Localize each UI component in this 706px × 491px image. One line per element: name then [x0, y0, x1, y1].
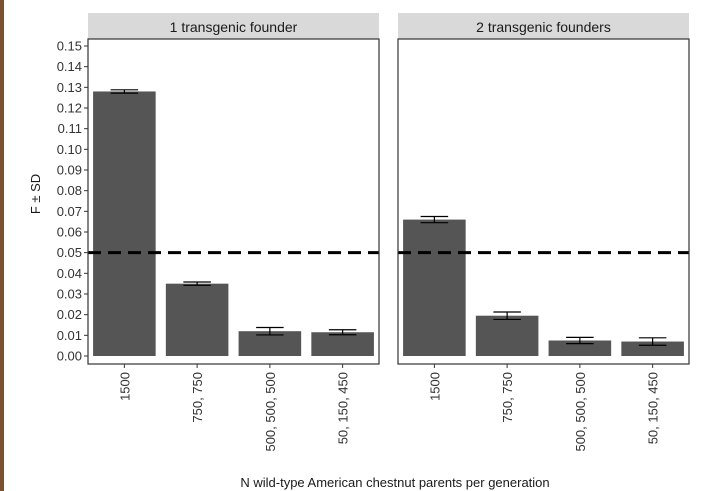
y-tick-label: 0.10	[57, 142, 82, 157]
x-tick-label: 500, 500, 500	[263, 372, 278, 452]
strip-header	[88, 13, 379, 39]
x-tick-label: 50, 150, 450	[336, 372, 351, 444]
bar	[165, 283, 229, 356]
y-tick-label: 0.11	[58, 121, 82, 136]
y-tick-label: 0.08	[57, 183, 82, 198]
y-tick-label: 0.06	[57, 225, 82, 240]
bar	[621, 341, 684, 356]
y-tick-label: 0.13	[57, 80, 82, 95]
x-axis-title: N wild-type American chestnut parents pe…	[240, 475, 549, 490]
panel-2: 2 transgenic founders 1500 750, 750 500, 50…	[397, 13, 690, 452]
y-tick-label: 0.00	[57, 349, 82, 364]
bar	[93, 91, 156, 356]
y-tick-label: 0.14	[57, 59, 82, 74]
y-tick-label: 0.05	[57, 245, 82, 260]
x-tick-label: 50, 150, 450	[646, 372, 661, 444]
y-tick-label: 0.15	[57, 39, 82, 54]
y-tick-label: 0.12	[57, 101, 82, 116]
bar	[548, 340, 612, 356]
panels: 1 transgenic founder 1500 750, 750 500, 500…	[87, 13, 690, 452]
strip-label: 1 transgenic founder	[170, 19, 298, 35]
x-tick-label: 750, 750	[500, 372, 515, 423]
x-tick-label: 500, 500, 500	[573, 372, 588, 452]
strip-header	[398, 13, 689, 39]
y-tick-label: 0.02	[57, 307, 82, 322]
x-tick-label: 1500	[427, 372, 442, 401]
y-axis-title: F ± SD	[28, 174, 43, 214]
bar	[475, 315, 539, 356]
panel-border	[87, 38, 380, 365]
left-frame-border	[0, 0, 4, 491]
y-tick-label: 0.07	[57, 204, 82, 219]
y-tick-label: 0.09	[57, 163, 82, 178]
x-tick-label: 1500	[117, 372, 132, 401]
bar	[311, 332, 374, 356]
x-tick-label: 750, 750	[190, 372, 205, 423]
y-tick-label: 0.01	[57, 328, 82, 343]
y-tick-label: 0.04	[57, 266, 82, 281]
y-tick-label: 0.03	[57, 287, 82, 302]
bar	[403, 219, 466, 356]
y-axis: 0.00 0.01 0.02 0.03 0.04 0.05 0.06 0.07 0.08 0.09…	[57, 39, 88, 364]
panel-1: 1 transgenic founder 1500 750, 750 500, 500…	[87, 13, 380, 452]
strip-label: 2 transgenic founders	[476, 19, 611, 35]
panel-border	[397, 38, 690, 365]
